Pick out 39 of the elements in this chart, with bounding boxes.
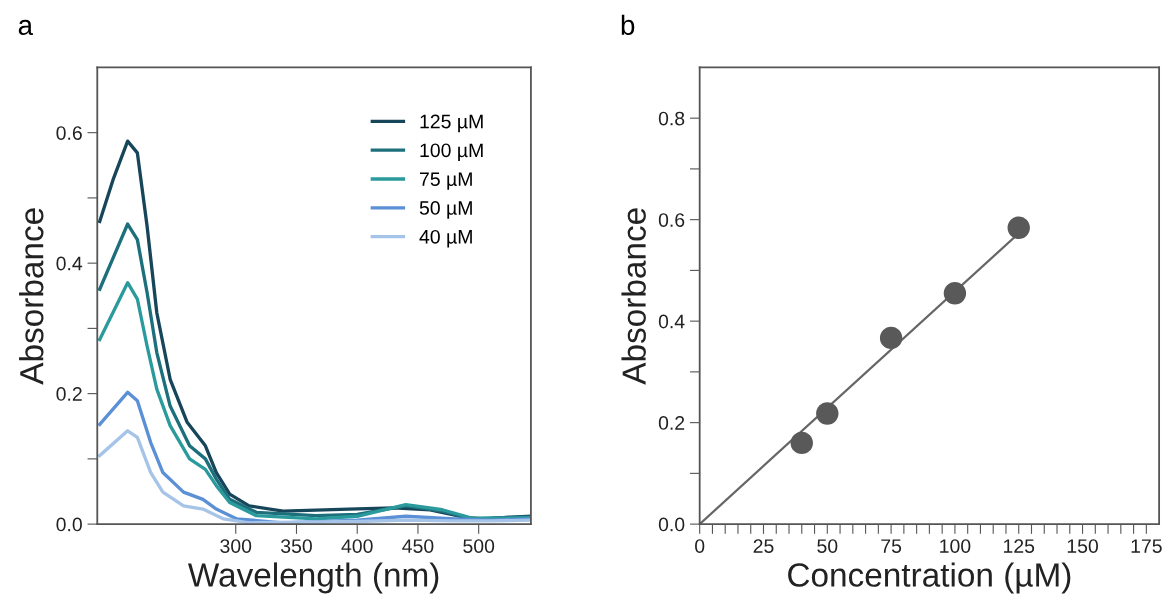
chart-title: a — [18, 19, 34, 36]
x-axis-title: Concentration (µM) — [788, 562, 1071, 594]
x-tick-label: 500 — [463, 539, 495, 553]
point — [943, 282, 967, 305]
x-tick-label: 50 — [817, 539, 838, 553]
legend-label: 125 µM — [420, 114, 483, 133]
point — [1007, 216, 1030, 239]
x-tick-label: 175 — [1131, 539, 1162, 553]
y-tick-label: 0.4 — [56, 256, 83, 271]
point — [790, 431, 813, 455]
x-tick-label: 75 — [881, 539, 902, 553]
legend-label: 100 µM — [420, 143, 483, 162]
x-tick-label: 100 — [940, 539, 971, 553]
y-axis-title: Absorbance — [19, 208, 44, 385]
point — [816, 402, 839, 425]
y-tick-label: 0.8 — [658, 111, 685, 126]
y-tick-label: 0.6 — [56, 126, 82, 140]
chart-title: b — [621, 14, 635, 36]
legend-label: 40 µM — [419, 229, 472, 248]
x-axis-title: Wavelength (nm) — [187, 562, 439, 594]
x-tick-label: 400 — [341, 539, 373, 553]
y-tick-label: 0.2 — [56, 387, 82, 401]
x-tick-label: 350 — [281, 539, 312, 553]
y-axis-title: Absorbance — [621, 208, 646, 385]
x-tick-label: 300 — [220, 539, 252, 553]
point — [879, 326, 903, 350]
x-tick-label: 125 — [1003, 539, 1035, 553]
legend-label: 75 µM — [420, 172, 472, 190]
x-tick-label: 150 — [1067, 539, 1098, 553]
x-tick-label: 25 — [753, 539, 774, 553]
legend-label: 50 µM — [419, 201, 472, 219]
y-tick-label: 0.4 — [658, 314, 685, 329]
y-tick-label: 0.0 — [56, 517, 82, 532]
x-tick-label: 0 — [695, 539, 705, 553]
y-tick-label: 0.6 — [658, 213, 685, 227]
y-tick-label: 0.0 — [658, 517, 685, 532]
y-tick-label: 0.2 — [658, 416, 685, 430]
x-tick-label: 450 — [402, 539, 434, 553]
line-series — [98, 281, 531, 521]
